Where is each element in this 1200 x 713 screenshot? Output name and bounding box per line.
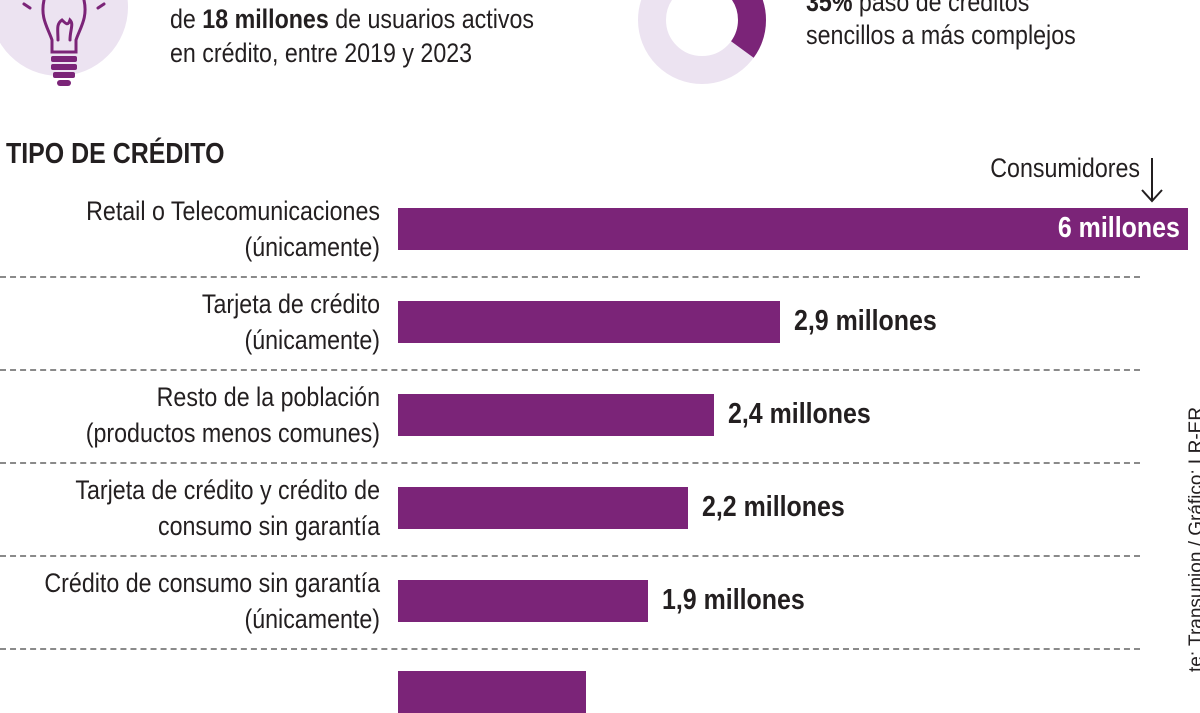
chart-title: TIPO DE CRÉDITO [6,138,225,170]
value-label: 6 millones [1058,212,1180,244]
top-right-stat: 35% pasó de créditos sencillos a más com… [806,0,1167,52]
stat-line2: en crédito, entre 2019 y 2023 [170,38,473,68]
bar-cropped [398,671,587,713]
category-label: Resto de la población (productos menos co… [85,382,381,448]
donut-chart [638,0,766,84]
bar [398,580,649,622]
bar [398,301,780,343]
value-label: 2,9 millones [793,305,937,337]
category-label: Crédito de consumo sin garantía (únicamen… [44,568,380,634]
stat-highlight-pct: 35% [806,0,853,17]
row-divider [0,462,1140,464]
bar [398,487,688,529]
category-label: Retail o Telecomunicaciones (únicamente) [86,196,380,262]
row-divider [0,276,1140,278]
arrow-down-icon [1141,158,1163,203]
row-divider [0,648,1140,650]
donut-slice [638,0,766,84]
category-label: Tarjeta de crédito (únicamente) [201,289,380,355]
row-divider [0,555,1140,557]
category-label: Tarjeta de crédito y crédito de consumo s… [75,475,380,541]
bar-chart: Retail o Telecomunicaciones (únicamente) 6… [0,196,1188,713]
source-credit: te: Transunion / Gráfico: LR-ER [1186,406,1200,672]
stat-line2-right: sencillos a más complejos [806,20,1076,50]
row-divider [0,369,1140,371]
lightbulb-icon [22,0,106,86]
value-label: 2,4 millones [728,398,871,430]
bar [398,394,714,436]
value-label: 2,2 millones [701,491,845,523]
stat-highlight: 18 millones [202,4,329,34]
series-label: Consumidores [990,153,1140,183]
bar [398,208,1188,250]
top-left-stat: de 18 millones de usuarios activos en cr… [170,2,566,70]
value-label: 1,9 millones [662,584,805,616]
